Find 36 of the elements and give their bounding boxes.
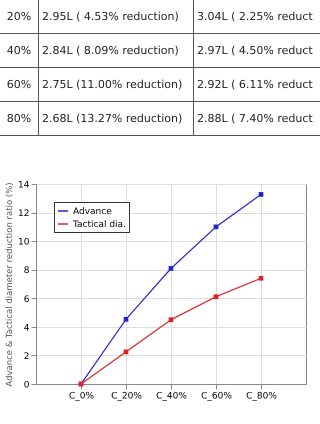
- point: [168, 266, 174, 271]
- y-axis-title: Advance & Tactical diameter reduction ratio (%): [5, 182, 16, 387]
- point: [258, 276, 264, 281]
- text: 2.75L (11.00% reduction): [38, 68, 194, 102]
- text: 20%: [0, 0, 38, 34]
- point: [168, 317, 174, 322]
- text: 3.04L ( 2.25% reduct: [194, 0, 320, 34]
- y-tick-label: 0: [24, 380, 30, 390]
- x-tick-label: C_20%: [111, 392, 142, 402]
- point: [124, 316, 128, 322]
- y-tick-label: 10: [18, 238, 30, 248]
- text: 60%: [0, 68, 38, 102]
- text: 40%: [0, 34, 38, 68]
- x-tick-label: C_0%: [68, 392, 94, 402]
- legend-label: Advance: [73, 207, 112, 217]
- point: [214, 224, 218, 230]
- text: 2.97L ( 4.50% reduct: [194, 34, 320, 68]
- text: 2.92L ( 6.11% reduct: [194, 68, 320, 102]
- y-tick-label: 8: [24, 266, 30, 276]
- text: 2.68L (13.27% reduction): [38, 102, 194, 136]
- point: [214, 294, 218, 300]
- text: 2.88L ( 7.40% reduct: [194, 102, 320, 136]
- y-tick-label: 12: [18, 209, 30, 220]
- y-tick-label: 14: [18, 180, 30, 190]
- x-tick-label: C_40%: [156, 392, 188, 402]
- text: 2.95L ( 4.53% reduction): [38, 0, 194, 34]
- text: 2.84L ( 8.09% reduction): [38, 34, 194, 68]
- legend-label: Tactical dia.: [72, 220, 126, 230]
- y-tick-label: 4: [24, 323, 30, 334]
- y-tick-label: 6: [24, 294, 30, 305]
- x-tick-label: C_80%: [246, 392, 278, 402]
- y-tick-label: 2: [24, 352, 30, 362]
- point: [258, 192, 264, 197]
- text: 80%: [0, 102, 38, 136]
- point: [124, 350, 128, 354]
- x-tick-label: C_60%: [201, 392, 232, 402]
